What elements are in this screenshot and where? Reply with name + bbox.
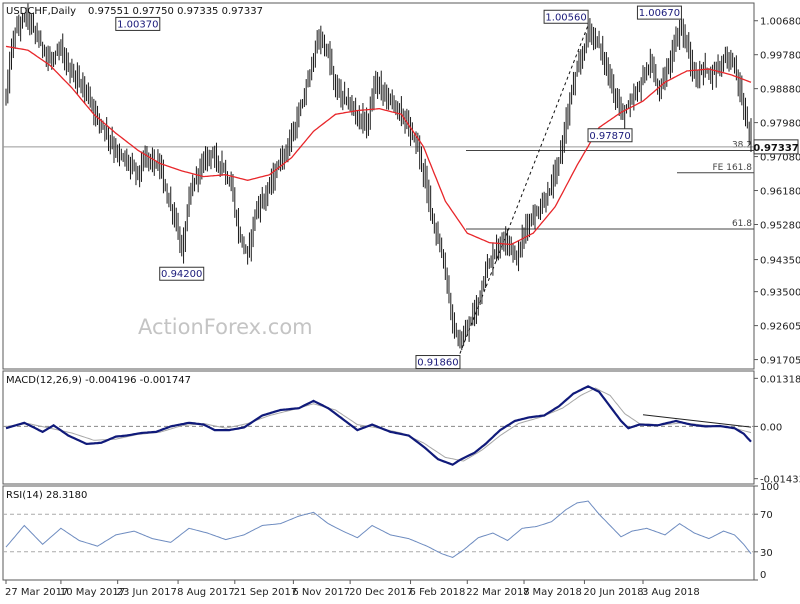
date-axis-label: 6 Feb 2018 — [410, 587, 466, 598]
date-axis-label: 6 Nov 2017 — [292, 587, 350, 598]
date-axis-label: 27 Mar 2017 — [5, 587, 68, 598]
date-axis-label: 3 Aug 2018 — [642, 587, 700, 598]
price-label: 1.00370 — [117, 19, 158, 30]
price-label: 0.97870 — [589, 131, 630, 142]
moving-average-line — [5, 45, 752, 246]
ohlc-readout: 0.97551 0.97750 0.97335 0.97337 — [88, 6, 263, 17]
current-price-label: 0.97337 — [753, 143, 799, 154]
date-axis-label: 20 Dec 2017 — [349, 587, 413, 598]
macd-axis-label: 0.013184 — [760, 374, 800, 385]
price-axis-label: 0.99780 — [760, 51, 800, 62]
rsi-axis-label: 100 — [760, 482, 779, 493]
price-label-box — [636, 5, 682, 20]
price-label-box — [543, 9, 589, 24]
current-price-badge — [753, 139, 799, 155]
rsi-axis-label: 70 — [760, 510, 773, 521]
macd-axis-label: 0.00 — [760, 422, 782, 433]
chart-title: USDCHF,Daily — [6, 6, 76, 17]
price-axis-label: 1.00680 — [760, 17, 800, 28]
macd-trend-line — [642, 414, 752, 428]
watermark: ActionForex.com — [138, 315, 313, 339]
price-axis-label: 0.95280 — [760, 220, 800, 231]
price-label: 0.91860 — [417, 358, 458, 369]
macd-line — [5, 385, 752, 466]
date-axis-label: 7 May 2018 — [523, 587, 582, 598]
date-axis-label: 21 Sep 2017 — [234, 587, 297, 598]
price-label-box — [587, 128, 633, 143]
price-label-box — [415, 355, 461, 370]
ohlc-bars — [5, 3, 752, 351]
price-label-box — [159, 266, 205, 281]
price-label: 0.94200 — [161, 269, 202, 280]
date-axis-label: 8 Aug 2017 — [177, 587, 235, 598]
rsi-axis-label: 0 — [760, 570, 766, 581]
fib-levels: 38.2 FE 161.8 61.8 — [466, 141, 754, 230]
price-axis-label: 0.97080 — [760, 153, 800, 164]
price-axis-label: 0.93500 — [760, 288, 800, 299]
price-axis-label: 0.91705 — [760, 356, 800, 367]
price-axis-label: 0.97980 — [760, 119, 800, 130]
fib-level-label: FE 161.8 — [713, 163, 753, 173]
price-axis-label: 0.96180 — [760, 187, 800, 198]
price-panel-frame — [2, 2, 755, 370]
date-axis-label: 20 Jun 2018 — [583, 587, 643, 598]
rsi-line — [5, 500, 752, 558]
macd-axis: 0.013184 0.00 -0.014339 — [754, 374, 800, 486]
rsi-axis: 100 70 30 0 — [754, 482, 779, 581]
macd-panel-frame — [2, 370, 755, 485]
price-label: 1.00560 — [545, 12, 586, 23]
price-axis: 1.00680 0.99780 0.98880 0.97980 0.97080 0.961… — [754, 17, 800, 367]
macd-title: MACD(12,26,9) -0.004196 -0.001747 — [6, 375, 191, 386]
price-labels: 1.00370 0.94200 0.91860 1.00560 0.97870 1.006… — [115, 5, 682, 370]
fib-level-label: 38.2 — [732, 141, 752, 151]
price-label-box — [115, 16, 161, 31]
price-axis-label: 0.92605 — [760, 322, 800, 333]
price-axis-label: 0.98880 — [760, 85, 800, 96]
fib-level-label: 61.8 — [732, 219, 752, 229]
rsi-title: RSI(14) 28.3180 — [6, 490, 87, 501]
date-axis-label: 22 Mar 2018 — [466, 587, 529, 598]
date-axis-label: 10 May 2017 — [60, 587, 125, 598]
date-axis-label: 23 Jun 2017 — [117, 587, 177, 598]
rsi-axis-label: 30 — [760, 548, 773, 559]
macd-axis-label: -0.014339 — [760, 475, 800, 486]
price-label: 1.00670 — [639, 8, 680, 19]
price-axis-label: 0.94350 — [760, 256, 800, 267]
trend-line — [459, 25, 589, 354]
rsi-panel-frame — [2, 485, 755, 581]
